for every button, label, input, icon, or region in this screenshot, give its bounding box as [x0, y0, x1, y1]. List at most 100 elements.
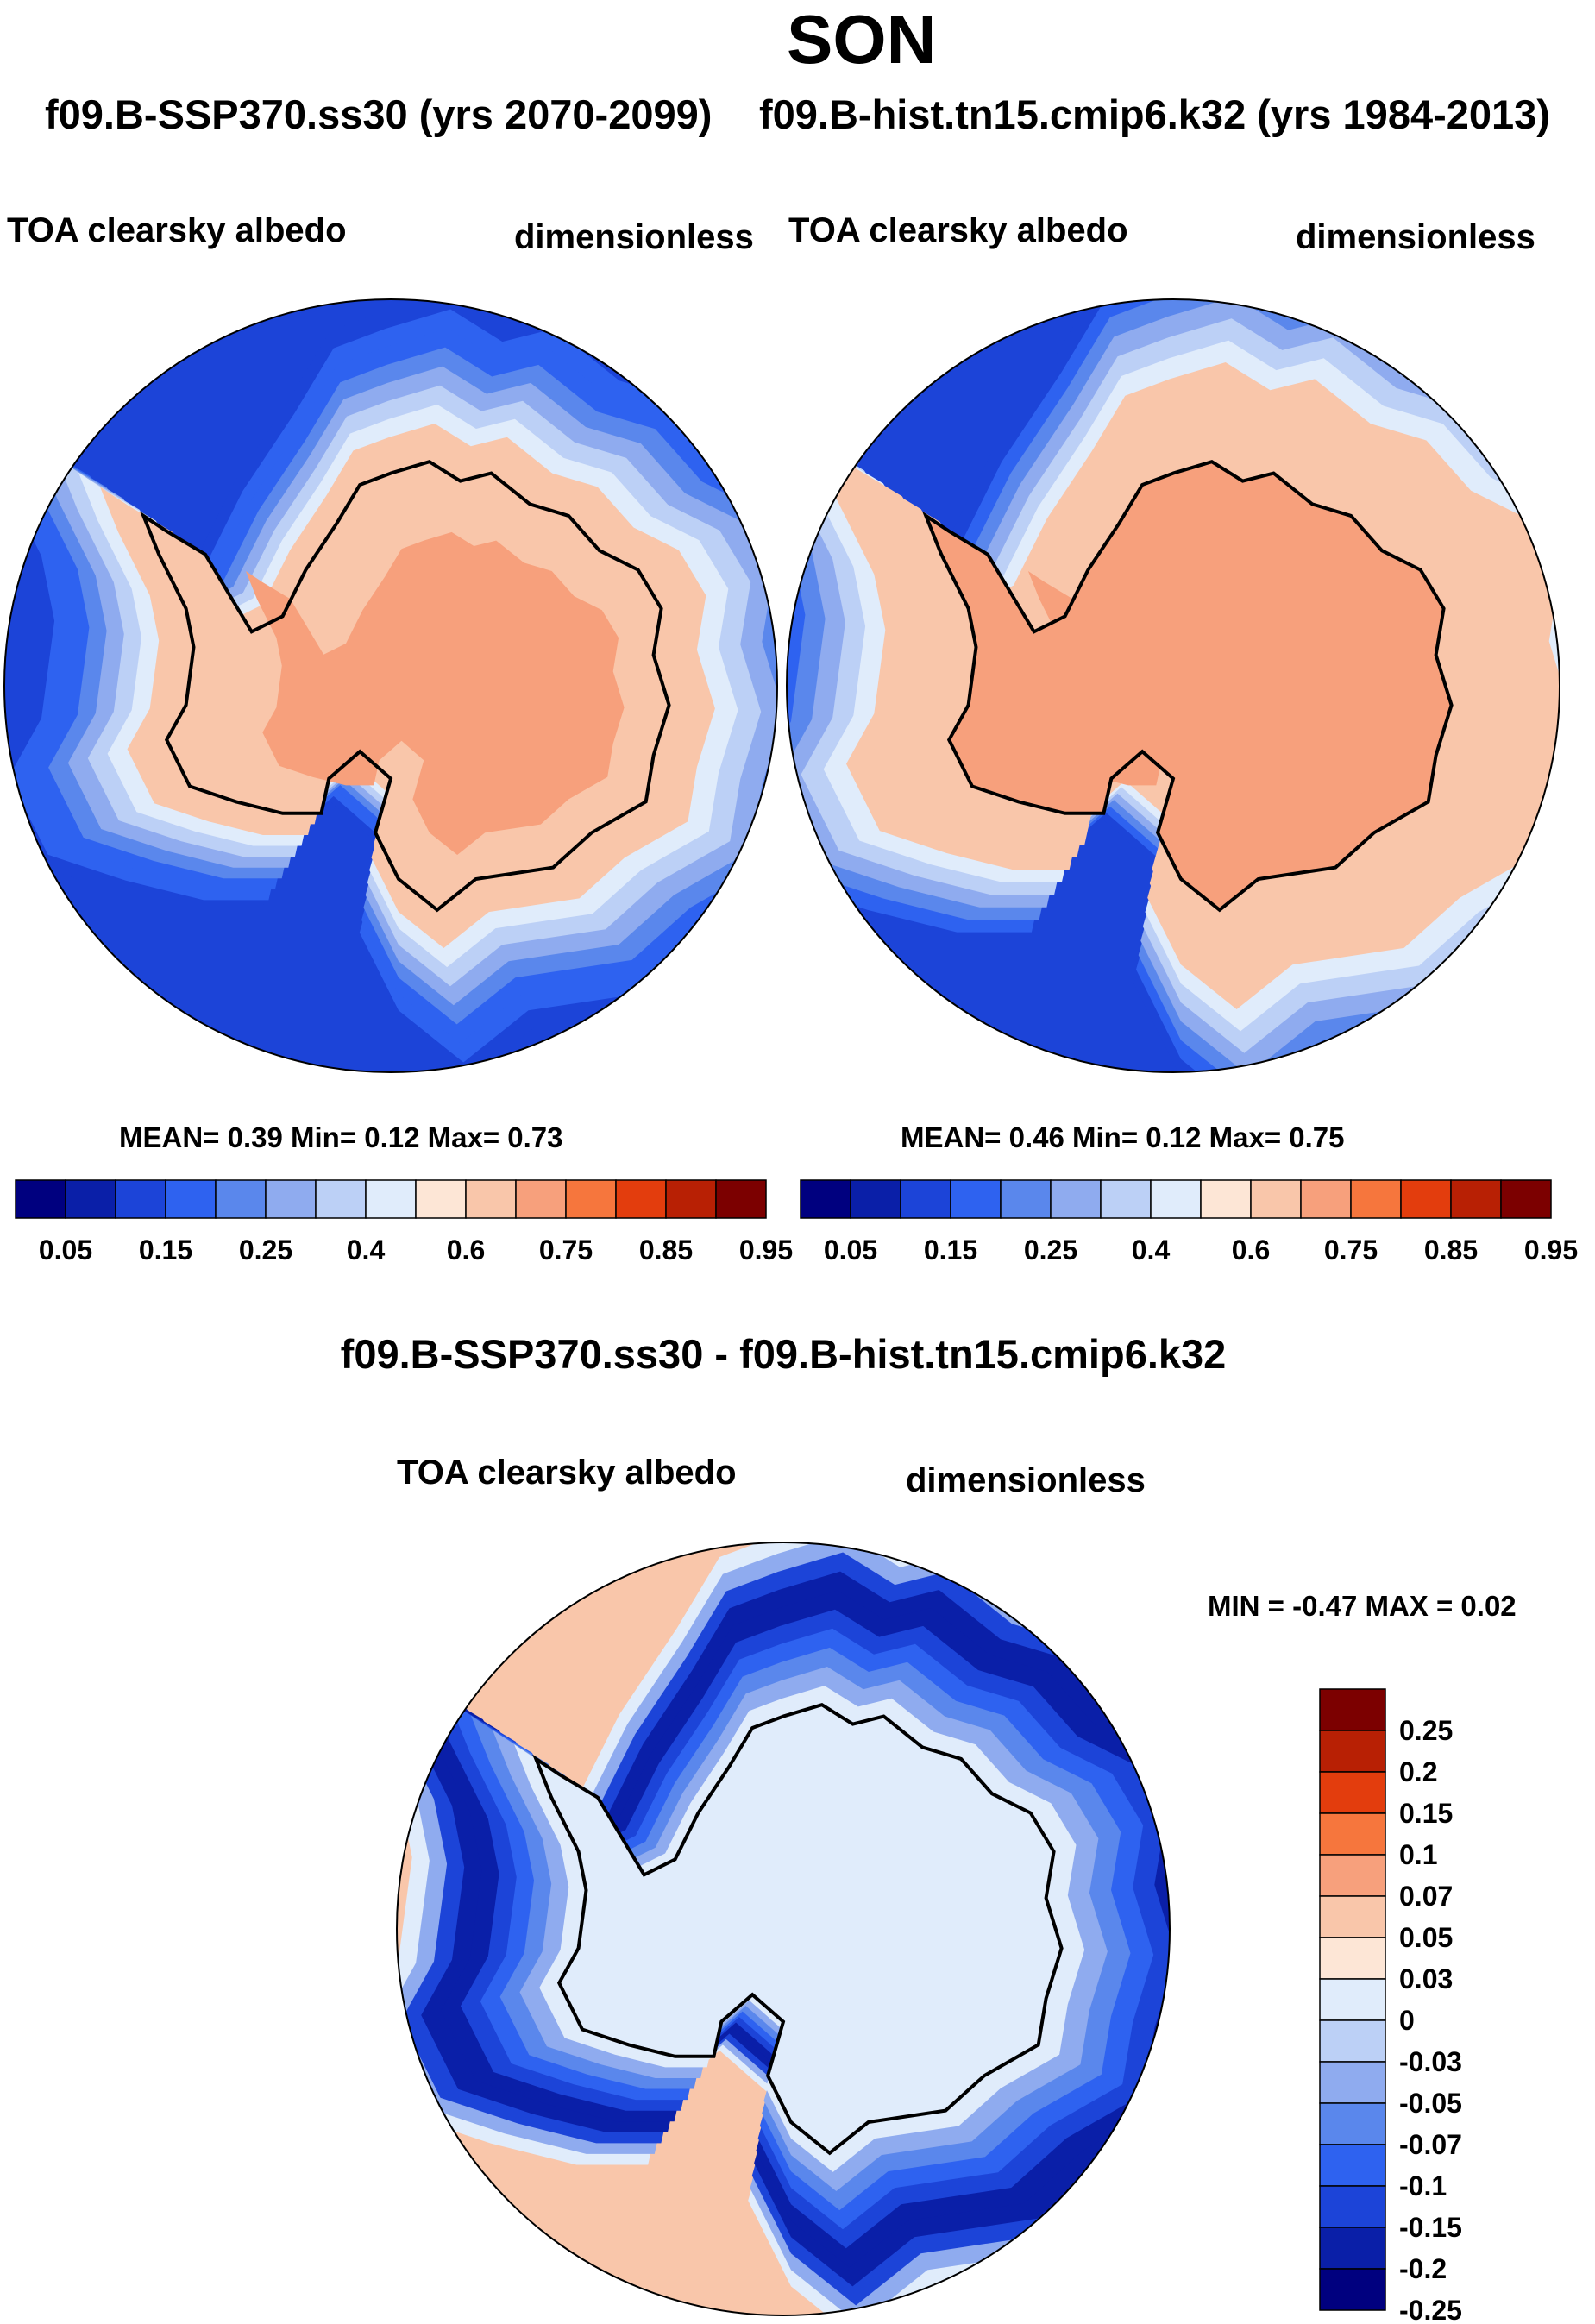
colorbar-swatch [1200, 1179, 1252, 1219]
colorbar-tick-label: 0.85 [639, 1234, 693, 1266]
colorbar-swatch [265, 1179, 317, 1219]
colorbar-tick-label: 0.95 [739, 1234, 793, 1266]
panel1-stats: MEAN= 0.39 Min= 0.12 Max= 0.73 [119, 1121, 563, 1153]
colorbar-swatch [115, 1179, 166, 1219]
colorbar-swatch [1319, 2227, 1386, 2270]
colorbar-tick-label: -0.2 [1399, 2253, 1447, 2284]
panel2-map [786, 298, 1560, 1073]
colorbar-swatch [565, 1179, 617, 1219]
colorbar-swatch [1319, 2268, 1386, 2311]
subtitle-ssp370: f09.B-SSP370.ss30 (yrs 2070-2099) [45, 91, 713, 137]
colorbar-swatch [15, 1179, 66, 1219]
colorbar-tick-label: 0.2 [1399, 1756, 1437, 1787]
colorbar-swatch [1250, 1179, 1302, 1219]
map-border [786, 298, 1560, 1073]
map-border [3, 298, 778, 1073]
colorbar-swatch [1319, 1937, 1386, 1980]
colorbar-tick-label: 0.25 [1024, 1234, 1077, 1266]
colorbar-tick-label: 0.05 [824, 1234, 877, 1266]
colorbar-swatch [65, 1179, 116, 1219]
colorbar-tick-label: -0.25 [1399, 2295, 1462, 2324]
colorbar-tick-label: 0.75 [1324, 1234, 1378, 1266]
colorbar-swatch [1350, 1179, 1402, 1219]
diff-title: f09.B-SSP370.ss30 - f09.B-hist.tn15.cmip… [340, 1331, 1227, 1377]
colorbar-swatch [1000, 1179, 1052, 1219]
colorbar-tick-label: -0.03 [1399, 2046, 1462, 2077]
colorbar-tick-label: 0.15 [139, 1234, 192, 1266]
map-border [396, 1542, 1171, 2316]
plateau-fill [1027, 531, 1407, 855]
colorbar-swatch [365, 1179, 417, 1219]
colorbar-swatch [165, 1179, 217, 1219]
colorbar-swatch [215, 1179, 267, 1219]
colorbar-tick-label: 0.05 [39, 1234, 92, 1266]
panel3-units-label: dimensionless [906, 1461, 1146, 1499]
colorbar-tick-label: -0.15 [1399, 2212, 1462, 2243]
panel2-colorbar: 0.05 0.15 0.25 0.4 0.6 0.75 0.85 0.95 [800, 1179, 1578, 1266]
continent-fill [536, 1705, 1062, 2153]
coastline [140, 460, 671, 913]
colorbar-tick-label: 0.25 [1399, 1715, 1453, 1746]
colorbar-swatch [1300, 1179, 1352, 1219]
colorbar-swatch [900, 1179, 951, 1219]
colorbar-tick-label: 0 [1399, 2005, 1415, 2036]
colorbar-tick-label: 0.05 [1399, 1922, 1453, 1953]
panel1-colorbar: 0.05 0.15 0.25 0.4 0.6 0.75 0.85 0.95 [15, 1179, 793, 1266]
colorbar-swatch [1450, 1179, 1502, 1219]
colorbar-tick-label: 0.07 [1399, 1881, 1453, 1912]
colorbar-swatch [1319, 1895, 1386, 1938]
colorbar-swatch [1400, 1179, 1452, 1219]
colorbar-swatch [1100, 1179, 1152, 1219]
colorbar-tick-label: 0.25 [239, 1234, 292, 1266]
panel3-map [396, 1542, 1171, 2316]
colorbar-swatch [1319, 1688, 1386, 1731]
panel1-map [3, 298, 778, 1073]
colorbar-swatch [1319, 1771, 1386, 1814]
panel3-stats: MIN = -0.47 MAX = 0.02 [1208, 1590, 1517, 1622]
colorbar-tick-label: -0.1 [1399, 2170, 1447, 2202]
panel1-variable-label: TOA clearsky albedo [7, 211, 347, 249]
plateau-fill [245, 531, 625, 855]
colorbar-tick-label: 0.85 [1424, 1234, 1478, 1266]
panel1-units-label: dimensionless [514, 218, 754, 256]
colorbar-tick-label: 0.4 [1132, 1234, 1171, 1266]
panel2-stats: MEAN= 0.46 Min= 0.12 Max= 0.75 [901, 1121, 1345, 1153]
colorbar-tick-label: 0.6 [1232, 1234, 1270, 1266]
colorbar-swatch [1050, 1179, 1102, 1219]
coastline [922, 460, 1454, 913]
diff-colorbar: 0.25 0.2 0.15 0.1 0.07 0.05 0.03 0 -0.03 -0.05 -0.… [1319, 1688, 1462, 2324]
colorbar-swatch [1319, 2102, 1386, 2145]
colorbar-swatch [850, 1179, 901, 1219]
colorbar-swatch [1319, 2061, 1386, 2104]
colorbar-tick-label: -0.07 [1399, 2129, 1462, 2160]
colorbar-swatch [1500, 1179, 1552, 1219]
colorbar-swatch [1319, 2185, 1386, 2228]
colorbar-swatch [1319, 1978, 1386, 2021]
colorbar-swatch [1319, 1854, 1386, 1897]
colorbar-swatch [415, 1179, 467, 1219]
colorbar-swatch [515, 1179, 567, 1219]
colorbar-tick-label: 0.15 [924, 1234, 977, 1266]
colorbar-tick-label: 0.75 [539, 1234, 593, 1266]
colorbar-tick-label: 0.1 [1399, 1839, 1437, 1870]
coastline [532, 1703, 1064, 2156]
colorbar-swatch [800, 1179, 851, 1219]
colorbar-swatch [465, 1179, 517, 1219]
colorbar-tick-label: -0.05 [1399, 2088, 1462, 2119]
colorbar-swatch [950, 1179, 1002, 1219]
colorbar-swatch [1319, 2144, 1386, 2187]
colorbar-tick-label: 0.4 [347, 1234, 386, 1266]
colorbar-tick-label: 0.15 [1399, 1798, 1453, 1829]
subtitle-hist: f09.B-hist.tn15.cmip6.k32 (yrs 1984-2013… [759, 91, 1550, 137]
colorbar-swatch [665, 1179, 717, 1219]
colorbar-tick-label: 0.6 [447, 1234, 485, 1266]
panel3-variable-label: TOA clearsky albedo [397, 1454, 737, 1492]
colorbar-swatch [1319, 1730, 1386, 1773]
panel2-units-label: dimensionless [1296, 218, 1535, 256]
colorbar-swatch [1319, 2019, 1386, 2063]
colorbar-swatch [715, 1179, 767, 1219]
colorbar-tick-label: 0.03 [1399, 1963, 1453, 1994]
colorbar-swatch [615, 1179, 667, 1219]
